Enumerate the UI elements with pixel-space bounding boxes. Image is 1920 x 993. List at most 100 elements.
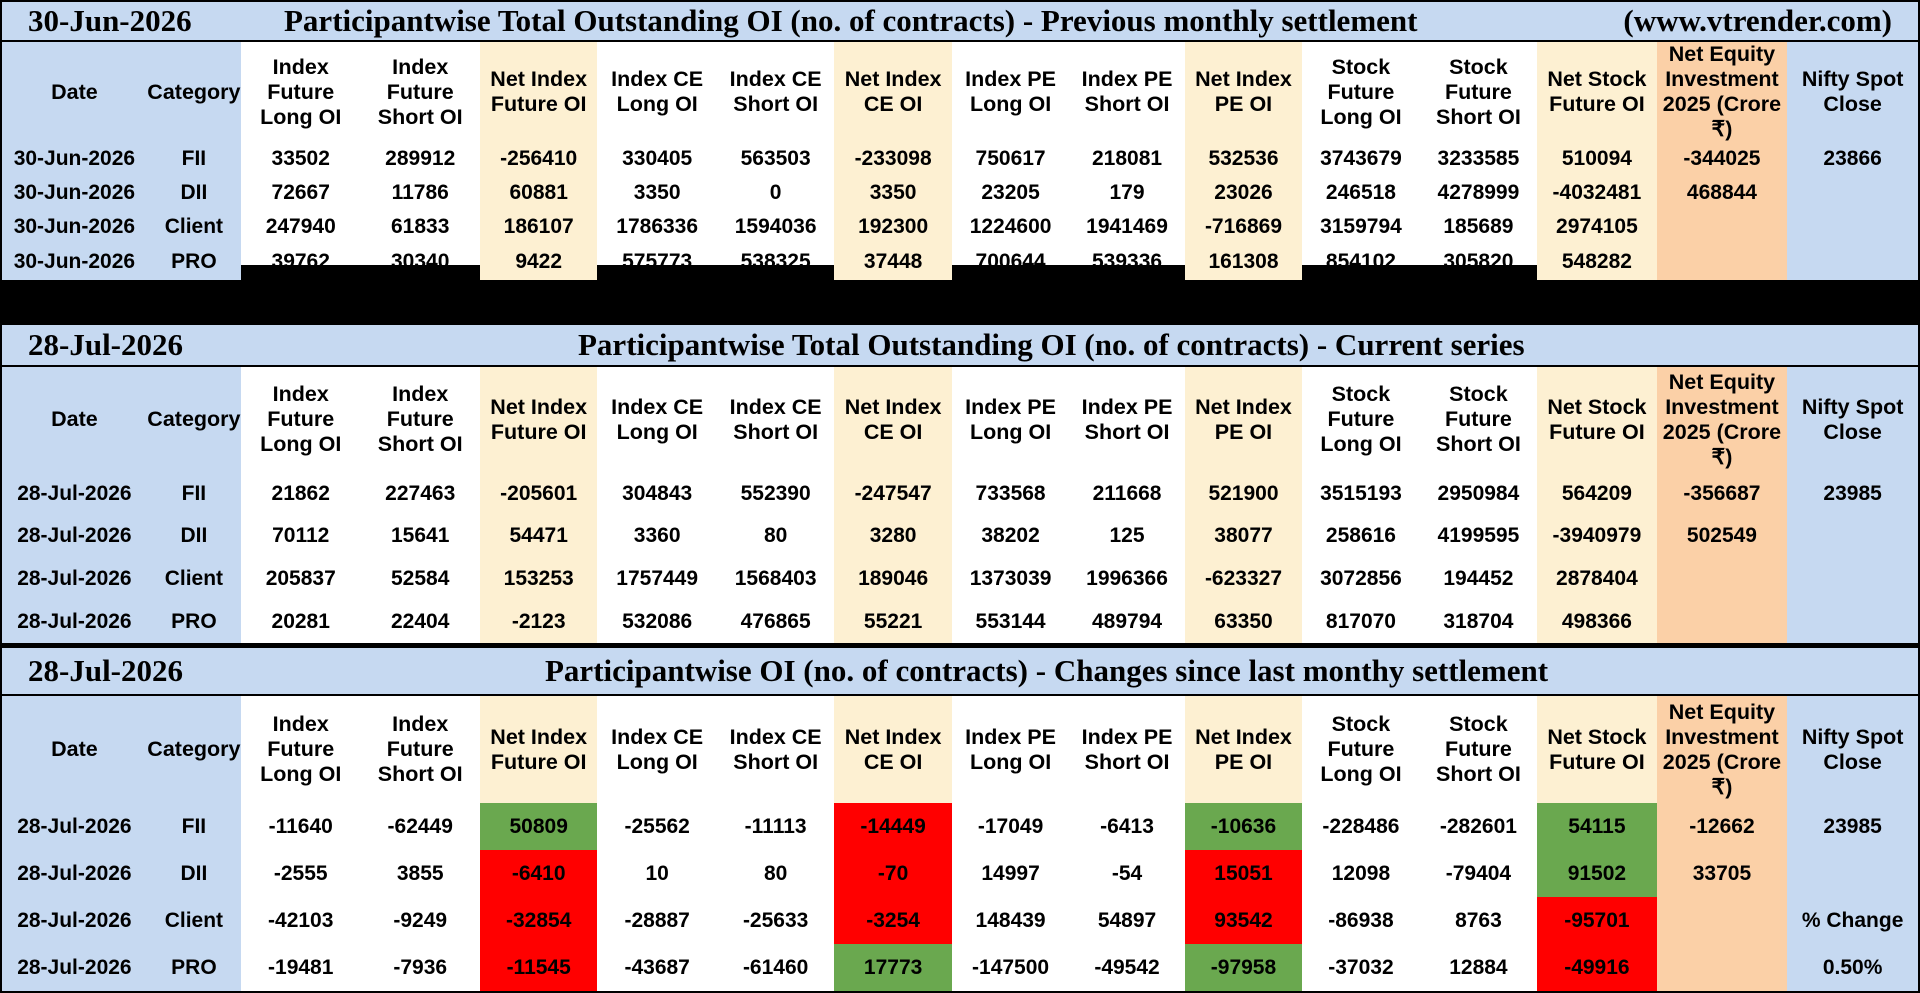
cell-category: DII [146,515,241,558]
cell-pel: 14997 [981,861,1040,885]
table-row: 28-Jul-2026 Client -42103 -9249 -32854 -… [2,897,1918,944]
cell-ifs: -7936 [393,955,448,979]
cell-pel: 733568 [975,481,1046,505]
cell-pes: -54 [1111,861,1143,885]
cell-ifl: -42103 [268,908,334,932]
cell-date: 30-Jun-2026 [2,176,147,210]
cell-equity [1656,897,1788,944]
cell-ifs: 15641 [391,524,450,548]
cell-sfs: 12884 [1449,955,1508,979]
header-date: Date [2,42,147,142]
header-stock-future-short: Stock Future Short OI [1436,712,1521,786]
cell-ifs: 61833 [391,215,450,238]
cell-nce: 189046 [834,557,952,601]
header-index-future-short: Index Future Short OI [377,712,463,786]
header-net-index-future: Net Index Future OI [479,696,598,803]
cell-nif: -205601 [479,472,598,516]
header-net-index-pe: Net Index PE OI [1184,42,1303,142]
cell-pel: 1224600 [969,215,1052,238]
cell-nsf: -49916 [1537,944,1657,991]
header-category: Category [146,696,241,803]
header-index-future-short: Index Future Short OI [377,54,463,129]
cell-ces: 0 [769,181,782,204]
cell-nsf: 548282 [1537,244,1657,280]
header-net-index-pe: Net Index PE OI [1184,367,1303,473]
cell-date: 28-Jul-2026 [2,897,147,944]
cell-ces: 538325 [740,250,811,273]
header-nifty-spot: Nifty Spot Close [1787,367,1918,473]
cell-nifty: 23985 [1787,472,1918,516]
cell-ifl: 247940 [265,215,336,238]
cell-nsf: 498366 [1537,600,1657,643]
cell-npe: -10636 [1184,803,1303,850]
cell-nif: -6410 [479,850,598,897]
cell-npe: 161308 [1184,244,1303,280]
header-net-index-ce: Net Index CE OI [834,42,952,142]
cell-ifl: -2555 [273,861,328,885]
cell-pel: -147500 [972,955,1050,979]
cell-nifty [1787,515,1918,558]
cell-sfs: 2950984 [1437,481,1520,505]
cell-sfl: 3159794 [1320,215,1402,238]
cell-nsf: 510094 [1537,142,1657,176]
cell-sfl: 258616 [1325,524,1396,548]
cell-pes: 489794 [1091,609,1163,633]
header-index-future-long: Index Future Long OI [260,382,342,457]
table-row: 30-Jun-2026 DII 72667 11786 60881 3350 0… [2,176,1918,210]
header-index-pe-short: Index PE Short OI [1081,724,1173,774]
cell-cel: -43687 [624,955,690,979]
header-net-index-pe: Net Index PE OI [1184,696,1303,803]
cell-ifl: -19481 [268,955,334,979]
header-net-index-ce: Net Index CE OI [834,367,952,473]
cell-pes: 539336 [1091,250,1163,273]
header-index-future-long: Index Future Long OI [260,712,342,786]
cell-nsf: 54115 [1537,803,1657,850]
header-net-index-future: Net Index Future OI [479,367,598,473]
site-url: (www.vtrender.com) [1623,3,1892,38]
cell-nce: 3280 [834,515,952,558]
table-row: 28-Jul-2026 DII -2555 3855 -6410 10 80 -… [2,850,1918,897]
header-row: Date Category Index Future Long OI Index… [2,367,1918,473]
cell-nif: 186107 [479,210,598,244]
cell-pel: 23205 [981,181,1040,204]
cell-date: 28-Jul-2026 [2,472,147,516]
header-index-pe-short: Index PE Short OI [1081,394,1173,444]
cell-sfl: -37032 [1328,955,1394,979]
cell-equity: 468844 [1656,176,1788,210]
cell-sfl: 3072856 [1320,567,1402,591]
cell-sfl: 3515193 [1320,481,1402,505]
cell-ifs: -62449 [387,814,453,838]
cell-category: FII [146,803,241,850]
cell-ces: -61460 [742,955,809,979]
cell-sfl: 854102 [1325,250,1396,273]
cell-sfl: -86938 [1328,908,1394,932]
cell-equity [1656,557,1788,601]
cell-nce: -233098 [834,142,952,176]
header-index-ce-long: Index CE Long OI [611,67,704,116]
section-title: Participantwise Total Outstanding OI (no… [284,3,1418,38]
cell-nsf: -4032481 [1537,176,1657,210]
cell-equity: -12662 [1656,803,1788,850]
cell-npe: 15051 [1184,850,1303,897]
cell-pes: 179 [1109,181,1145,204]
cell-npe: 93542 [1184,897,1303,944]
header-net-stock-future: Net Stock Future OI [1537,367,1657,473]
cell-npe: -623327 [1184,557,1303,601]
cell-equity [1656,244,1788,280]
section-title-date: 28-Jul-2026 [28,327,183,362]
header-category: Category [146,367,241,473]
cell-nif: -2123 [479,600,598,643]
cell-npe: 23026 [1184,176,1303,210]
cell-date: 28-Jul-2026 [2,944,147,991]
cell-sfl: 246518 [1325,181,1396,204]
header-index-pe-long: Index PE Long OI [965,724,1056,774]
cell-ces: -11113 [744,814,807,838]
header-net-equity: Net Equity Investment 2025 (Crore ₹) [1656,367,1788,473]
cell-category: Client [146,210,241,244]
header-index-pe-long: Index PE Long OI [965,394,1056,444]
header-index-ce-short: Index CE Short OI [729,724,822,774]
cell-ifl: 21862 [271,481,330,505]
cell-pes: 1996366 [1086,567,1168,591]
header-stock-future-short: Stock Future Short OI [1436,382,1521,457]
cell-pel: 38202 [981,524,1040,548]
